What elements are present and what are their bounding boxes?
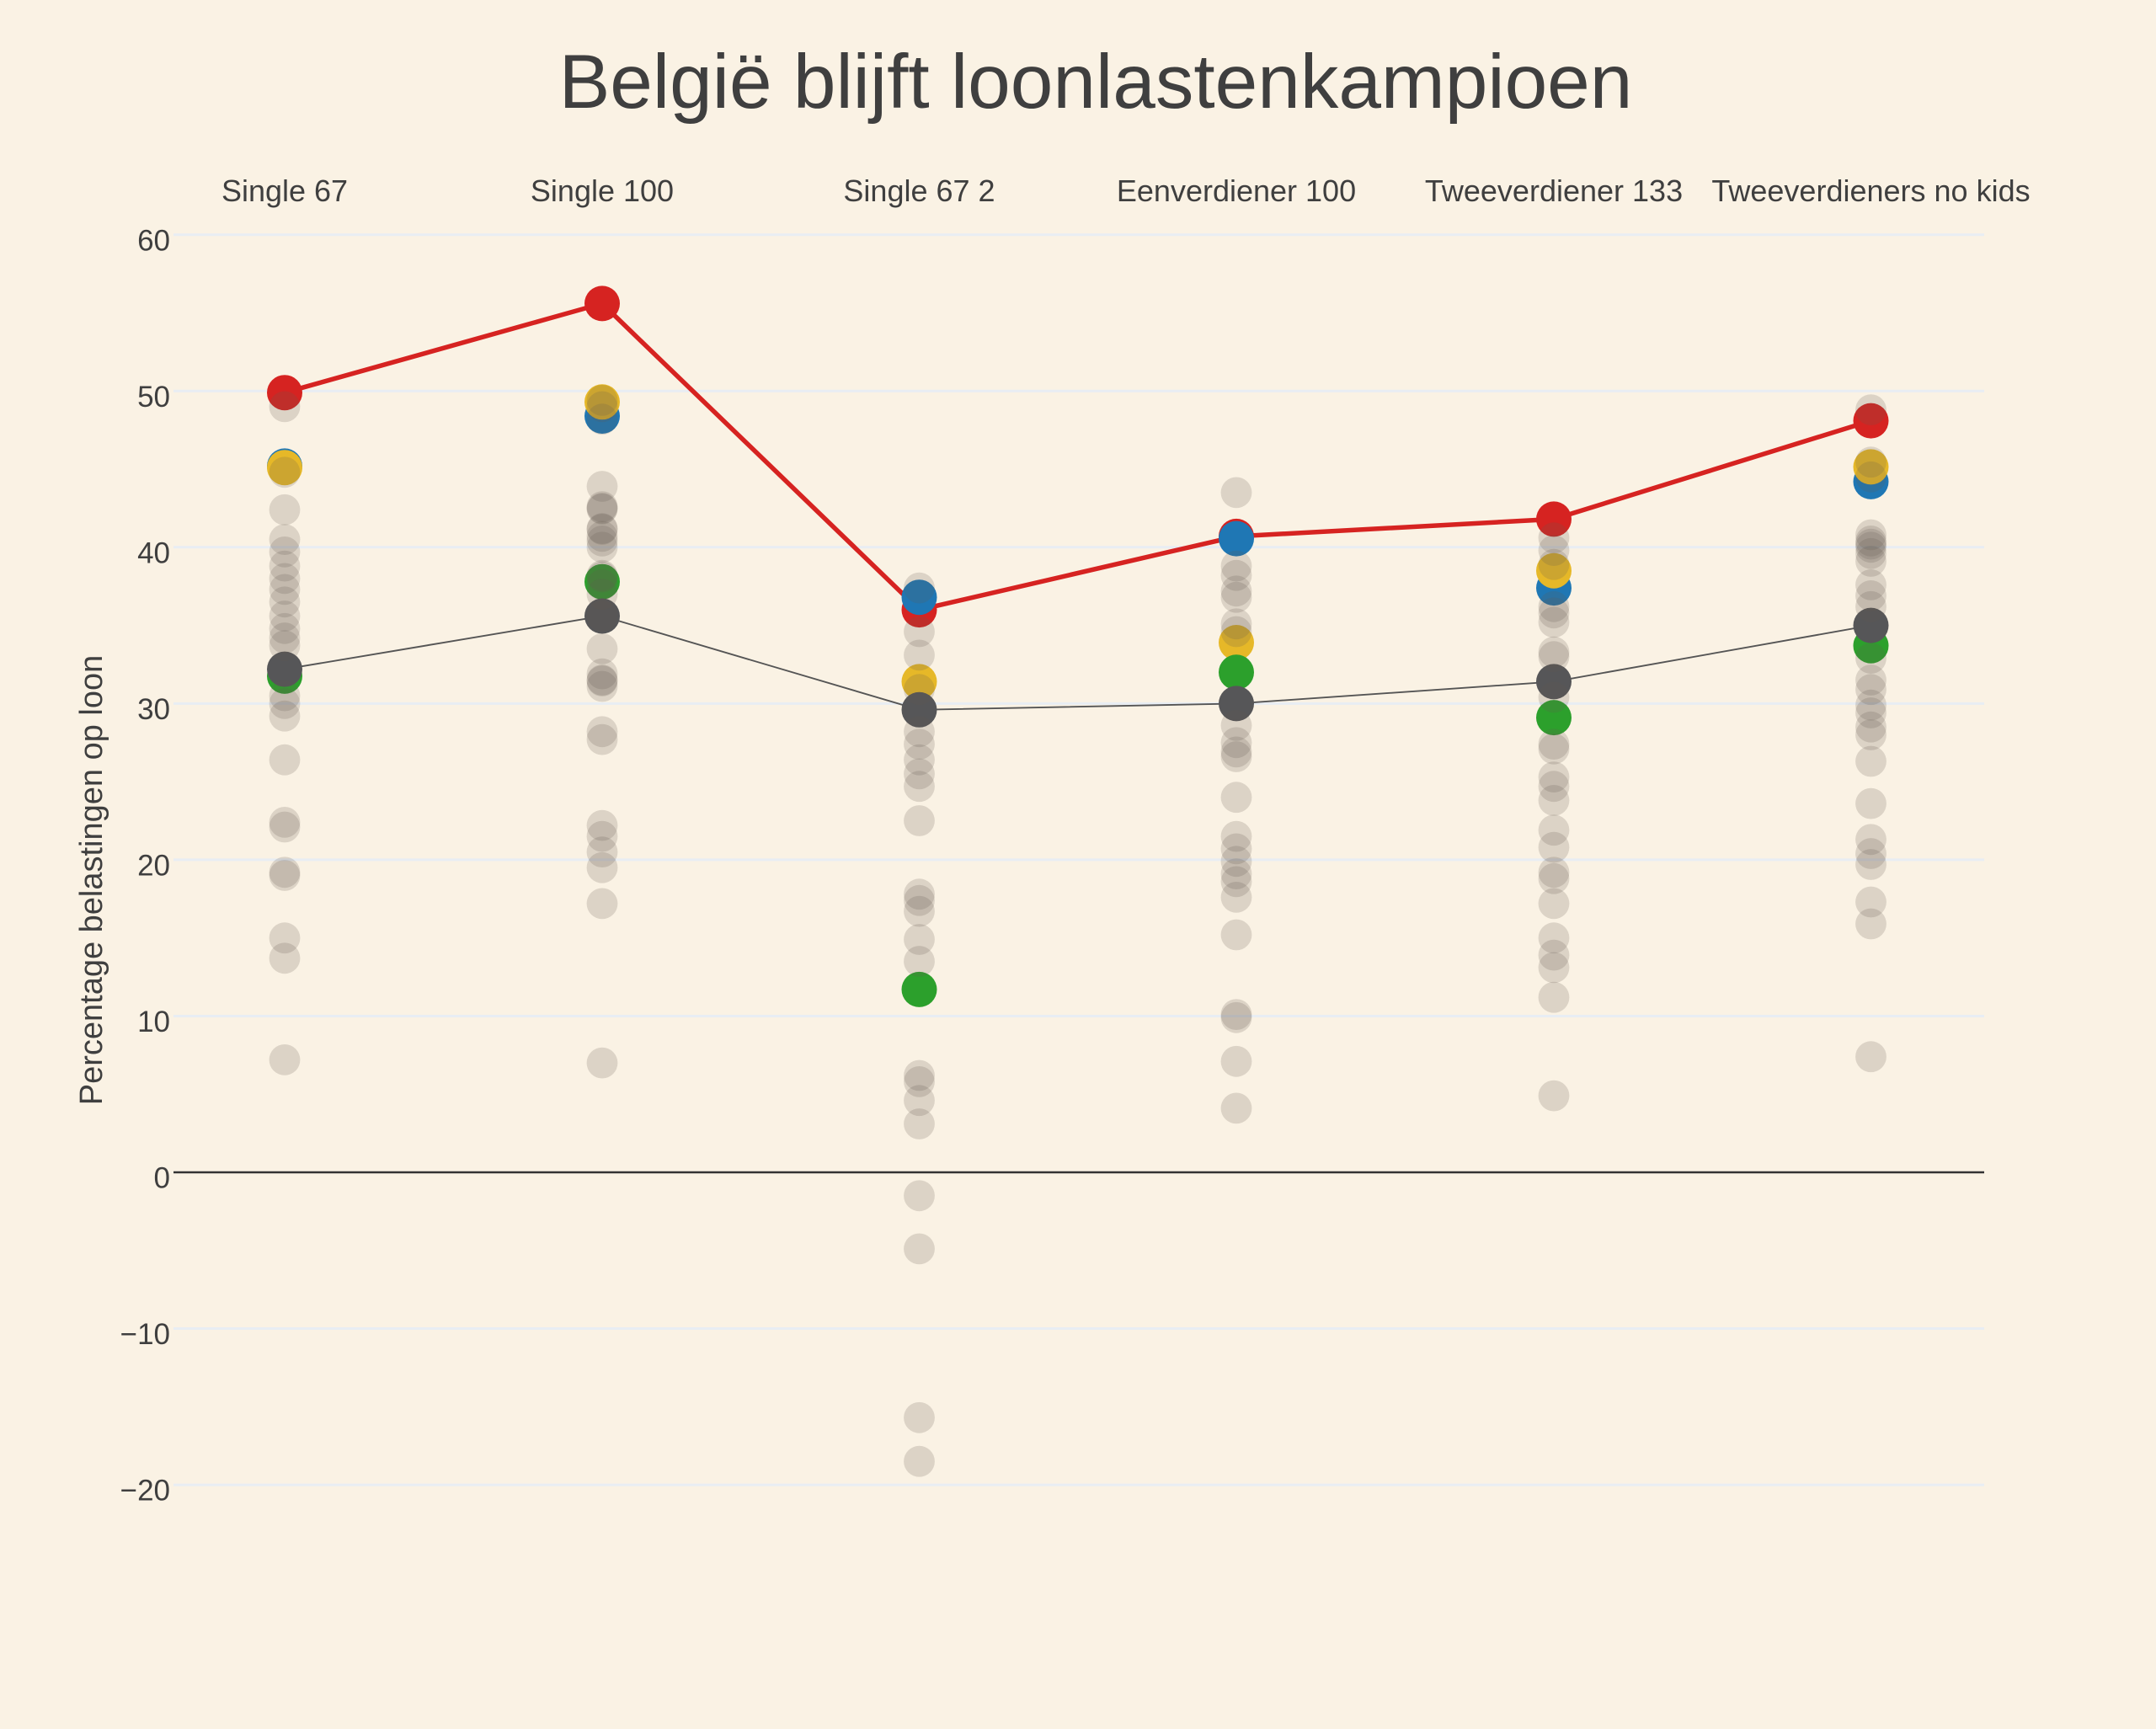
svg-text:Eenverdiener 100: Eenverdiener 100 xyxy=(1117,173,1356,208)
svg-text:België blijft loonlastenkampio: België blijft loonlastenkampioen xyxy=(559,40,1633,125)
svg-text:−10: −10 xyxy=(120,1318,170,1351)
svg-text:20: 20 xyxy=(137,849,170,882)
svg-text:0: 0 xyxy=(154,1162,170,1195)
svg-text:Single 67 2: Single 67 2 xyxy=(843,173,995,208)
svg-text:30: 30 xyxy=(137,693,170,726)
svg-text:10: 10 xyxy=(137,1006,170,1038)
svg-text:Single 67: Single 67 xyxy=(221,173,348,208)
svg-text:−20: −20 xyxy=(120,1475,170,1508)
svg-text:Tweeverdiener 133: Tweeverdiener 133 xyxy=(1425,173,1683,208)
svg-text:50: 50 xyxy=(137,381,170,414)
svg-text:Percentage belastingen op loon: Percentage belastingen op loon xyxy=(74,655,109,1106)
svg-text:Single 100: Single 100 xyxy=(531,173,674,208)
svg-text:60: 60 xyxy=(137,224,170,257)
svg-text:40: 40 xyxy=(137,536,170,569)
svg-text:Tweeverdieners no kids: Tweeverdieners no kids xyxy=(1711,173,2030,208)
